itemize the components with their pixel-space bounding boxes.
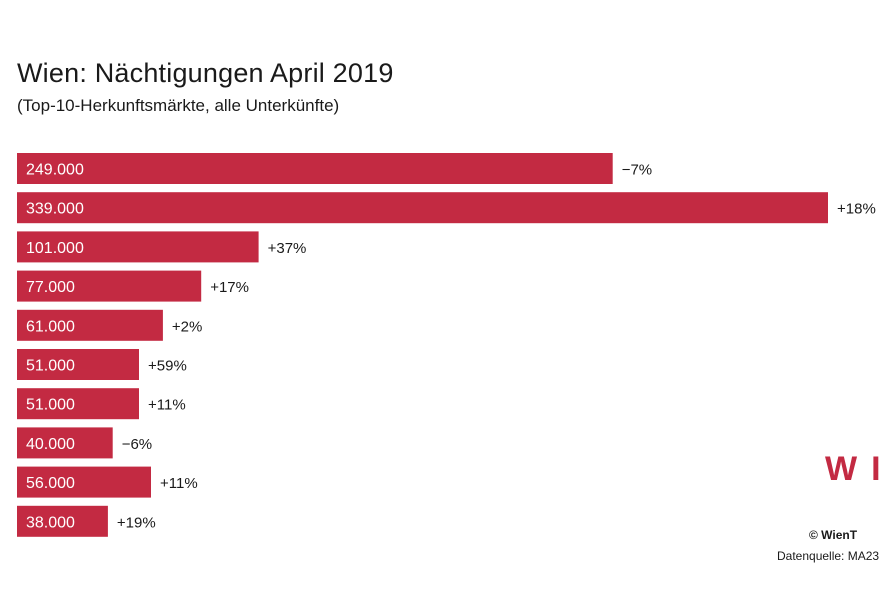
bar-value-label: 61.000 xyxy=(26,318,75,335)
copyright-note: © WienT xyxy=(809,528,858,542)
bar-1 xyxy=(17,153,613,184)
change-label: +11% xyxy=(148,397,186,414)
bar-5 xyxy=(17,309,163,341)
change-label: +59% xyxy=(148,358,187,375)
change-label: +37% xyxy=(268,240,307,257)
data-source-note: Datenquelle: MA23 xyxy=(777,549,880,563)
brand-logo: WI xyxy=(825,450,894,488)
bar-value-label: 77.000 xyxy=(26,279,75,296)
change-label: −7% xyxy=(622,162,652,179)
bar-10 xyxy=(17,505,108,537)
change-label: +18% xyxy=(837,201,876,218)
change-label: −6% xyxy=(122,436,152,453)
bar-4 xyxy=(17,270,202,302)
bar-value-label: 51.000 xyxy=(26,397,75,414)
bar-7 xyxy=(17,388,139,420)
chart-title: Wien: Nächtigungen April 2019 xyxy=(17,58,394,88)
bar-8 xyxy=(17,427,113,459)
bar-value-label: 101.000 xyxy=(26,240,84,257)
bar-value-label: 56.000 xyxy=(26,475,75,492)
change-label: +2% xyxy=(172,318,202,335)
bar-3 xyxy=(17,231,259,263)
bar-value-label: 38.000 xyxy=(26,514,75,531)
change-label: +19% xyxy=(117,514,156,531)
chart-subtitle: (Top-10-Herkunftsmärkte, alle Unterkünft… xyxy=(17,96,340,115)
bar-9 xyxy=(17,466,151,498)
bar-2 xyxy=(17,192,828,224)
bar-value-label: 249.000 xyxy=(26,162,84,179)
change-label: +11% xyxy=(160,475,198,492)
change-label: +17% xyxy=(210,279,249,296)
bar-value-label: 339.000 xyxy=(26,201,84,218)
bar-value-label: 40.000 xyxy=(26,436,75,453)
bar-value-label: 51.000 xyxy=(26,358,75,375)
bar-6 xyxy=(17,349,139,380)
